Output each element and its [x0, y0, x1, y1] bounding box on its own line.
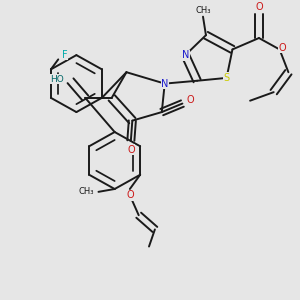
Text: N: N: [182, 50, 189, 60]
Text: O: O: [187, 95, 194, 105]
Text: F: F: [62, 50, 68, 60]
Text: N: N: [161, 79, 168, 88]
Text: HO: HO: [50, 75, 64, 84]
Text: S: S: [224, 73, 230, 83]
Text: O: O: [127, 145, 135, 155]
Text: O: O: [255, 2, 263, 12]
Text: O: O: [126, 190, 134, 200]
Text: CH₃: CH₃: [79, 187, 94, 196]
Text: CH₃: CH₃: [195, 6, 211, 15]
Text: O: O: [279, 43, 286, 53]
